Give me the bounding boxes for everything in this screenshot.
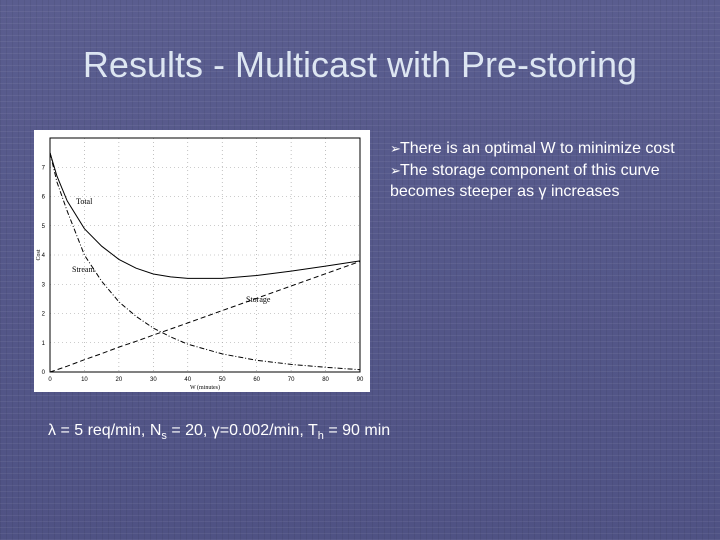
y-tick-label: 4 [42, 253, 46, 259]
ns-subscript: s [161, 430, 167, 443]
y-tick-label: 3 [42, 282, 46, 288]
y-tick-label: 5 [42, 224, 46, 230]
y-tick-label: 7 [42, 165, 46, 171]
caption-text: =0.002/min, T [219, 422, 318, 439]
caption-text: = 90 min [323, 422, 391, 439]
gamma-symbol: γ [211, 422, 220, 439]
x-tick-label: 0 [48, 377, 52, 383]
x-tick-label: 80 [322, 377, 329, 383]
bullet-list: ➢There is an optimal W to minimize cost … [390, 138, 690, 203]
arrow-bullet-icon: ➢ [390, 162, 401, 178]
x-tick-label: 20 [116, 377, 123, 383]
series-line-total [49, 152, 361, 279]
x-tick-label: 30 [150, 377, 157, 383]
x-axis-label: W (minutes) [190, 384, 220, 391]
bullet-item: ➢There is an optimal W to minimize cost [390, 138, 690, 160]
y-axis-label: Cost [36, 249, 42, 260]
series-line-stream [49, 152, 361, 371]
lambda-symbol: λ [48, 422, 56, 439]
plot-frame-border [49, 137, 361, 373]
bullet-text: The storage component of this curve beco… [390, 161, 660, 201]
arrow-bullet-icon: ➢ [390, 141, 401, 156]
x-tick-label: 60 [253, 377, 260, 383]
y-tick-label: 2 [42, 312, 46, 318]
cost-chart-svg: 0 10 20 30 40 50 60 70 80 90 0 1 2 3 4 5 6 7 W (minutes) Co… [36, 137, 364, 391]
parameters-caption: λ = 5 req/min, Ns = 20, γ=0.002/min, Th … [48, 422, 390, 442]
x-tick-label: 40 [184, 377, 191, 383]
th-subscript: h [317, 430, 324, 443]
caption-text: = 20, [166, 422, 212, 439]
series-label-stream: Stream [72, 265, 95, 274]
x-tick-label: 90 [357, 377, 364, 383]
caption-text: = 5 req/min, N [56, 422, 162, 439]
y-tick-label: 6 [42, 195, 46, 201]
bullet-item: ➢The storage component of this curve bec… [390, 160, 690, 203]
y-tick-label: 1 [42, 341, 46, 347]
series-label-total: Total [76, 197, 93, 206]
y-tick-label: 0 [42, 370, 46, 376]
slide-title: Results - Multicast with Pre-storing [82, 44, 638, 85]
series-line-storage [49, 260, 361, 373]
x-tick-label: 10 [81, 377, 88, 383]
bullet-text: There is an optimal W to minimize cost [400, 140, 675, 157]
cost-chart: 0 10 20 30 40 50 60 70 80 90 0 1 2 3 4 5 6 7 W (minutes) Co… [34, 130, 370, 392]
x-tick-label: 50 [219, 377, 226, 383]
series-label-storage: Storage [246, 295, 271, 304]
x-tick-label: 70 [288, 377, 295, 383]
